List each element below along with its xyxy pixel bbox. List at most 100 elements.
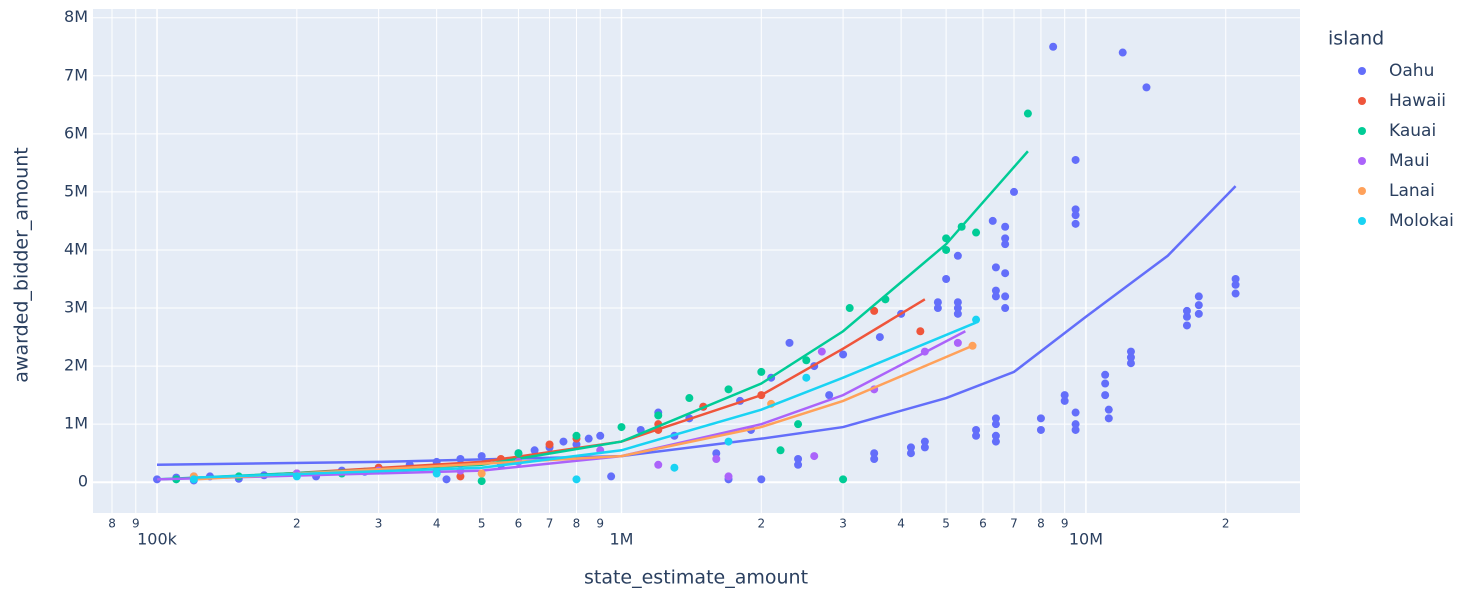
y-tick-label: 8M bbox=[64, 7, 88, 26]
data-point bbox=[870, 449, 879, 458]
data-point bbox=[1001, 292, 1010, 301]
data-point bbox=[1001, 269, 1010, 278]
data-point bbox=[712, 449, 721, 458]
data-point bbox=[442, 475, 451, 484]
data-point bbox=[724, 437, 733, 446]
data-point bbox=[991, 292, 1000, 301]
legend-marker bbox=[1358, 187, 1366, 195]
legend-marker bbox=[1358, 127, 1366, 135]
trendline bbox=[193, 321, 977, 479]
data-point bbox=[432, 469, 441, 478]
x-tick-label: 9 bbox=[1061, 517, 1069, 531]
data-point bbox=[942, 275, 951, 283]
data-point bbox=[514, 449, 523, 458]
y-tick-label: 3M bbox=[64, 298, 88, 317]
data-point bbox=[1194, 301, 1203, 310]
data-point bbox=[825, 391, 834, 400]
data-point bbox=[972, 431, 981, 440]
data-point bbox=[572, 440, 581, 449]
data-point bbox=[584, 434, 593, 443]
data-point bbox=[530, 446, 539, 455]
data-point bbox=[654, 460, 663, 469]
plot-background bbox=[93, 9, 1300, 513]
data-point bbox=[596, 431, 605, 440]
data-point bbox=[1104, 414, 1113, 423]
trendline bbox=[193, 344, 974, 481]
x-tick-label: 9 bbox=[132, 517, 140, 531]
data-point bbox=[617, 423, 626, 432]
data-point bbox=[456, 472, 465, 481]
data-point bbox=[802, 373, 811, 382]
data-point bbox=[920, 437, 929, 446]
data-point bbox=[559, 437, 568, 446]
y-tick-label: 1M bbox=[64, 414, 88, 433]
x-tick-label: 6 bbox=[515, 517, 523, 531]
data-point bbox=[1071, 425, 1080, 434]
data-point bbox=[785, 338, 794, 347]
x-tick-label: 4 bbox=[897, 517, 905, 531]
data-point bbox=[991, 263, 1000, 272]
data-point bbox=[953, 251, 962, 260]
data-point bbox=[1101, 370, 1110, 379]
data-point bbox=[572, 431, 581, 440]
data-point bbox=[1194, 292, 1203, 301]
data-point bbox=[1231, 289, 1240, 298]
data-point bbox=[920, 443, 929, 452]
x-axis-title: state_estimate_amount bbox=[584, 567, 808, 589]
data-point bbox=[477, 477, 486, 486]
data-point bbox=[1023, 109, 1032, 118]
data-point bbox=[794, 420, 803, 429]
y-tick-label: 4M bbox=[64, 239, 88, 258]
data-point bbox=[942, 245, 951, 254]
data-point bbox=[757, 367, 766, 376]
y-tick-label: 6M bbox=[64, 123, 88, 142]
data-point bbox=[953, 304, 962, 313]
data-point bbox=[1231, 280, 1240, 289]
data-point bbox=[1060, 396, 1069, 405]
legend-marker bbox=[1358, 97, 1366, 105]
data-point bbox=[545, 440, 554, 449]
x-tick-label: 5 bbox=[478, 517, 486, 531]
data-point bbox=[1182, 306, 1191, 315]
y-tick-label: 0 bbox=[78, 472, 88, 491]
data-point bbox=[1182, 321, 1191, 330]
legend-label: Lanai bbox=[1389, 181, 1435, 201]
y-tick-label: 5M bbox=[64, 181, 88, 200]
data-point bbox=[1009, 187, 1018, 196]
legend-label: Maui bbox=[1389, 151, 1430, 171]
x-tick-label: 10M bbox=[1069, 530, 1103, 549]
data-point bbox=[991, 437, 1000, 446]
data-point bbox=[670, 463, 679, 472]
x-tick-label: 5 bbox=[942, 517, 950, 531]
legend-label: Molokai bbox=[1389, 211, 1454, 231]
data-point bbox=[1142, 83, 1151, 92]
data-point bbox=[1036, 414, 1045, 423]
data-point bbox=[1231, 275, 1240, 283]
data-point bbox=[794, 455, 803, 463]
y-tick-label: 7M bbox=[64, 65, 88, 84]
data-point bbox=[972, 228, 981, 237]
data-point bbox=[1071, 205, 1080, 214]
data-point bbox=[839, 475, 848, 484]
x-tick-label: 7 bbox=[1010, 517, 1018, 531]
legend-label: Hawaii bbox=[1389, 91, 1446, 111]
legend-marker bbox=[1358, 157, 1366, 165]
data-point bbox=[607, 472, 616, 481]
x-tick-label: 2 bbox=[757, 517, 765, 531]
data-point bbox=[654, 411, 663, 420]
data-point bbox=[1126, 353, 1135, 362]
y-tick-label: 2M bbox=[64, 356, 88, 375]
data-point bbox=[991, 431, 1000, 440]
legend-title: island bbox=[1328, 28, 1384, 50]
data-point bbox=[477, 452, 486, 461]
data-point bbox=[1182, 312, 1191, 321]
data-point bbox=[1036, 425, 1045, 434]
data-point bbox=[1001, 304, 1010, 313]
data-point bbox=[1001, 234, 1010, 243]
data-point bbox=[953, 298, 962, 307]
data-point bbox=[1049, 42, 1058, 51]
trendline bbox=[238, 298, 926, 478]
data-point bbox=[988, 216, 997, 225]
data-point bbox=[870, 455, 879, 463]
x-tick-label: 8 bbox=[573, 517, 581, 531]
